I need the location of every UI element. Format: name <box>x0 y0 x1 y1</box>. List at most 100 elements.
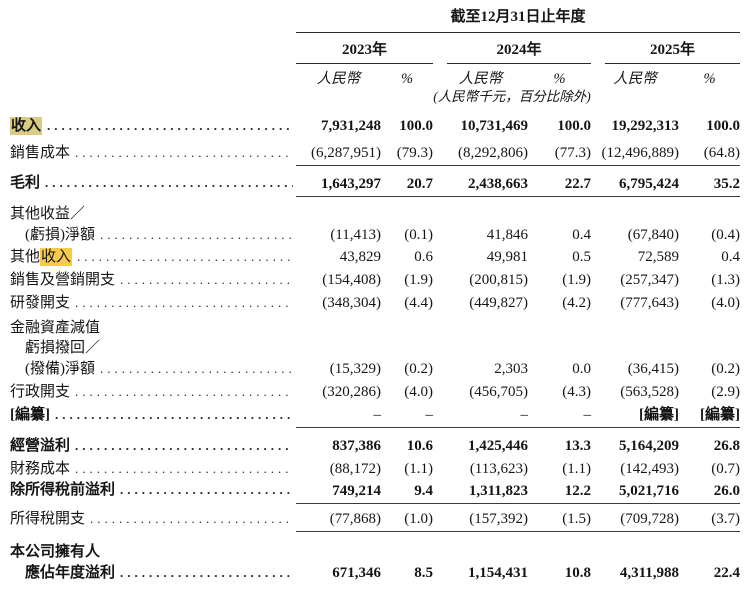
row-label-text: 銷售及營銷開支 <box>10 271 116 288</box>
cell-value: 9.4 <box>381 482 433 504</box>
percent-header-2024: % <box>553 71 566 87</box>
currency-header-2023: 人民幣 <box>316 71 361 87</box>
currency-header-2024: 人民幣 <box>458 71 503 87</box>
cell-value: 0.0 <box>572 360 591 377</box>
row-label: 其他收入....................................… <box>10 247 296 266</box>
cell-value: 20.7 <box>381 175 433 197</box>
dot-leader: ........................................… <box>90 510 293 526</box>
cell-value: 6,795,424 <box>591 175 679 197</box>
table-row: 行政開支....................................… <box>10 383 740 401</box>
cell-value: 49,981 <box>486 248 528 265</box>
row-label-text: 毛利 <box>10 175 41 192</box>
cell-value: (3.7) <box>679 510 740 532</box>
cell-value: 0.6 <box>414 248 433 265</box>
row-label: 經營溢利....................................… <box>10 437 296 455</box>
percent-header-2023: % <box>400 71 414 87</box>
dot-leader: ........................................… <box>47 118 293 133</box>
cell-value: 12.2 <box>528 482 591 504</box>
table-row: 所得稅開支...................................… <box>10 510 740 532</box>
cell-value: (257,347) <box>620 271 679 288</box>
cell-value: (2.9) <box>711 383 740 400</box>
percent-header-2025: % <box>703 71 716 87</box>
dot-leader: ........................................… <box>75 145 293 160</box>
table-row: 金融資產減值 <box>10 319 740 337</box>
cell-value: 10.6 <box>406 438 433 455</box>
table-row: 應佔年度溢利..................................… <box>10 564 740 582</box>
row-label: 應佔年度溢利..................................… <box>10 564 296 582</box>
row-label: 虧損撥回／ <box>10 339 296 357</box>
cell-value: 22.4 <box>713 564 740 581</box>
dot-leader: ........................................… <box>75 383 293 399</box>
row-label-text: 其他 <box>10 248 41 265</box>
cell-value: 2,438,663 <box>433 175 528 197</box>
cell-value: (6,287,951) <box>296 144 381 167</box>
cell-value: (77.3) <box>528 144 591 167</box>
period-title: 截至12月31日止年度 <box>450 9 586 25</box>
cell-value: 0.4 <box>572 226 591 243</box>
cell-value: 10,731,469 <box>460 118 529 134</box>
row-label: 銷售成本....................................… <box>10 144 296 166</box>
cell-value: 22.7 <box>528 175 591 197</box>
year-2023-header: 2023年 <box>296 33 433 64</box>
cell-value: 7,931,248 <box>321 118 381 134</box>
cell-value: (348,304) <box>322 294 381 311</box>
cell-value: – <box>433 406 528 429</box>
unit-note-row: (人民幣千元，百分比除外) <box>10 88 740 105</box>
table-row: 虧損撥回／ <box>10 339 740 357</box>
row-label-text: 經營溢利 <box>10 438 71 455</box>
cell-value: 2,303 <box>494 360 528 377</box>
row-label: 除所得稅前溢利.................................… <box>10 481 296 503</box>
row-label: [編纂]....................................… <box>10 406 296 428</box>
financial-statement-page: 截至12月31日止年度 2023年 2024年 2025年 人民幣 % 人民幣 … <box>10 9 740 582</box>
table-row: 其他收入....................................… <box>10 247 740 266</box>
cell-value: (0.1) <box>404 226 433 243</box>
cell-value: 1,311,823 <box>433 482 528 504</box>
cell-value: 100.0 <box>557 118 591 134</box>
year-2024-header: 2024年 <box>447 33 591 64</box>
row-label-text: 行政開支 <box>10 383 71 400</box>
unit-note: (人民幣千元，百分比除外) <box>433 89 591 104</box>
cell-value: (142,493) <box>620 461 679 478</box>
cell-value: 100.0 <box>706 118 740 134</box>
table-row: 財務成本....................................… <box>10 460 740 478</box>
row-label-text: 所得稅開支 <box>10 510 86 527</box>
row-label-text: 虧損撥回／ <box>25 339 101 356</box>
row-label-text: 除所得稅前溢利 <box>10 482 116 499</box>
row-label-text: [編纂] <box>10 406 50 423</box>
cell-value: 72,589 <box>637 248 679 265</box>
year-2025-header: 2025年 <box>605 33 740 64</box>
table-row: 其他收益／ <box>10 205 740 223</box>
cell-value: (0.4) <box>711 226 740 243</box>
cell-value: 5,164,209 <box>619 438 679 455</box>
dot-leader: ........................................… <box>75 438 293 454</box>
table-row: (虧損)淨額..................................… <box>10 226 740 244</box>
dot-leader: ........................................… <box>75 294 293 310</box>
cell-value: – <box>296 406 381 429</box>
cell-value: (1.5) <box>528 510 591 532</box>
cell-value: [編纂] <box>591 406 679 429</box>
currency-header-2025: 人民幣 <box>613 71 657 87</box>
row-label: 本公司擁有人 <box>10 543 296 561</box>
cell-value: (777,643) <box>620 294 679 311</box>
row-label: 收入......................................… <box>10 117 296 135</box>
row-label-text: 財務成本 <box>10 461 71 478</box>
cell-value: 1,425,446 <box>468 438 528 455</box>
column-subheader-row: 人民幣 % 人民幣 % 人民幣 % <box>10 71 740 88</box>
row-label: (撥備)淨額..................................… <box>10 360 296 378</box>
table-row: 本公司擁有人 <box>10 543 740 561</box>
cell-value: 41,846 <box>486 226 528 243</box>
cell-value: (12,496,889) <box>591 144 679 167</box>
cell-value: 671,346 <box>332 564 381 581</box>
cell-value: (79.3) <box>381 144 433 167</box>
cell-value: 13.3 <box>564 438 591 455</box>
year-header-row: 2023年 2024年 2025年 <box>10 33 740 64</box>
table-row: 研發開支....................................… <box>10 294 740 312</box>
table-row: [編纂]....................................… <box>10 406 740 429</box>
table-body: 收入......................................… <box>10 117 740 582</box>
cell-value: 749,214 <box>296 482 381 504</box>
header-rule <box>296 32 740 33</box>
table-row: 銷售成本....................................… <box>10 144 740 167</box>
dot-leader: ........................................… <box>120 482 293 498</box>
cell-value: (4.0) <box>711 294 740 311</box>
dot-leader: ........................................… <box>55 406 293 422</box>
